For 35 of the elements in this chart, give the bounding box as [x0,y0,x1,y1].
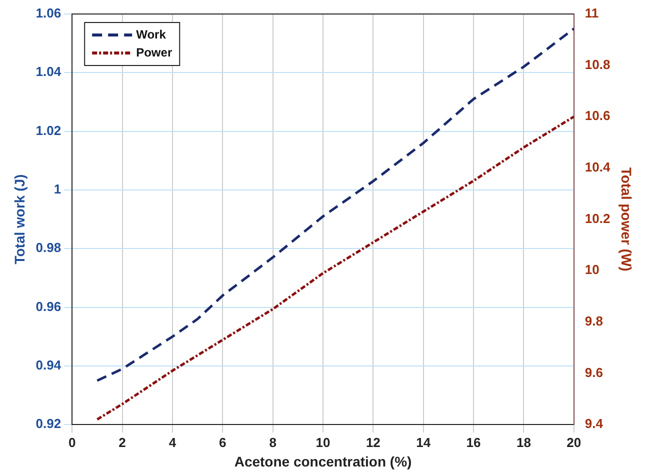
y-tick-label: 0.96 [36,298,62,314]
y-tick-label: 1.06 [36,6,62,21]
x-tick-label: 12 [366,434,380,450]
x-tick-label: 6 [219,434,226,450]
line-series [96,115,574,421]
y2-tick-label: 11 [584,6,599,21]
x-tick-label: 14 [416,434,432,450]
y2-tick-label: 9.4 [584,416,604,432]
y-tick-label: 1.02 [36,122,62,138]
y-tick-label: 1 [54,182,62,197]
x-tick-label: 2 [118,434,126,450]
y2-tick-label: 10.8 [584,56,610,72]
y-tick-label: 0.94 [36,358,62,373]
y-tick-label: 1.04 [36,64,62,80]
y-axis-title: Total work (J) [11,174,28,264]
y-tick-label: 0.98 [36,240,62,256]
y2-tick-label: 9.8 [584,314,603,329]
x-tick-label: 4 [168,434,177,450]
x-tick-label: 0 [68,434,76,450]
line-series [96,27,574,382]
y2-tick-label: 9.6 [584,364,603,380]
legend-label: Power [136,45,172,60]
x-tick-label: 18 [516,434,531,450]
y-tick-label: 0.92 [36,416,62,432]
x-tick-label: 8 [269,434,276,450]
x-tick-label: 20 [566,434,582,450]
x-tick-label: 10 [316,434,330,450]
y2-tick-label: 10.6 [584,108,610,124]
y2-axis-title: Total power (W) [618,167,635,272]
legend-label: Work [136,27,166,42]
y2-tick-label: 10.4 [584,160,611,175]
y2-tick-label: 10.2 [584,210,610,226]
y2-tick-label: 10 [584,262,600,278]
x-axis-title: Acetone concentration (%) [234,453,412,470]
x-tick-label: 16 [466,434,481,450]
